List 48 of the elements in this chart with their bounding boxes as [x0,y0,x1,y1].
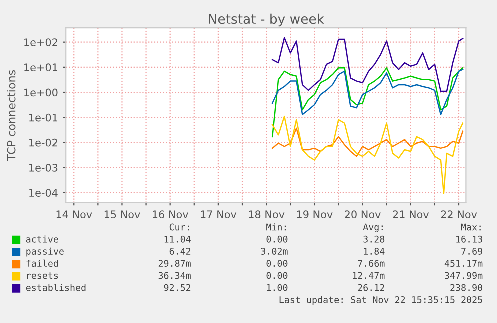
x-tick-label: 18 Nov [249,210,285,219]
text: 1.84 [364,248,385,255]
text: 0.00 [266,236,288,243]
y-tick-label: 1e+00 [24,88,58,97]
text: 347.99m [445,272,483,280]
x-tick-label: 14 Nov [56,210,92,219]
text: 26.12 [358,284,384,292]
text: 238.90 [450,284,482,292]
y-tick-label: 1e+01 [24,64,58,72]
y-tick-label: 1e-01 [30,114,58,122]
x-tick-label: 22 Nov [441,210,478,219]
legend-label: resets [27,272,58,280]
text: Last update: Sat Nov 22 15:35:15 2025 [280,296,482,306]
text: 36.34m [158,272,191,280]
x-tick-label: 21 Nov [393,210,430,219]
y-tick-label: 1e-02 [30,138,58,147]
x-tick-label: 20 Nov [345,210,381,219]
legend-label: failed [26,260,58,268]
text: Max: [461,224,481,231]
legend-label: passive [26,248,64,257]
text: Min: [266,224,286,231]
text: 29.87m [158,260,191,268]
x-tick-label: 15 Nov [104,210,140,219]
text: 92.52 [164,284,191,292]
text: 11.04 [164,236,191,243]
text: 3.02m [261,248,288,255]
y-tick-label: 1e+02 [24,38,58,46]
legend-label: active [26,236,58,243]
text: 16.13 [456,236,482,243]
x-tick-label: 16 Nov [153,210,188,219]
text: 0.00 [266,272,288,280]
x-tick-label: 17 Nov [201,210,237,219]
y-tick-label: 1e-03 [30,164,58,172]
text: 0.00 [266,260,288,268]
text: 1.00 [267,284,288,292]
text: Cur: [170,224,190,231]
text: 7.66m [358,260,385,268]
chart-title: Netstat - by week [209,14,324,27]
x-tick-label: 19 Nov [297,210,333,219]
text: 451.17m [444,260,483,268]
text: 12.47m [353,272,385,280]
text: 7.69 [462,248,482,255]
y-axis-title: TCP connections [7,70,16,162]
text: 3.28 [364,236,385,243]
text: 6.42 [170,248,191,255]
text: Avg: [363,224,383,232]
y-tick-label: 1e-04 [30,189,58,197]
legend-label: established [26,284,86,292]
